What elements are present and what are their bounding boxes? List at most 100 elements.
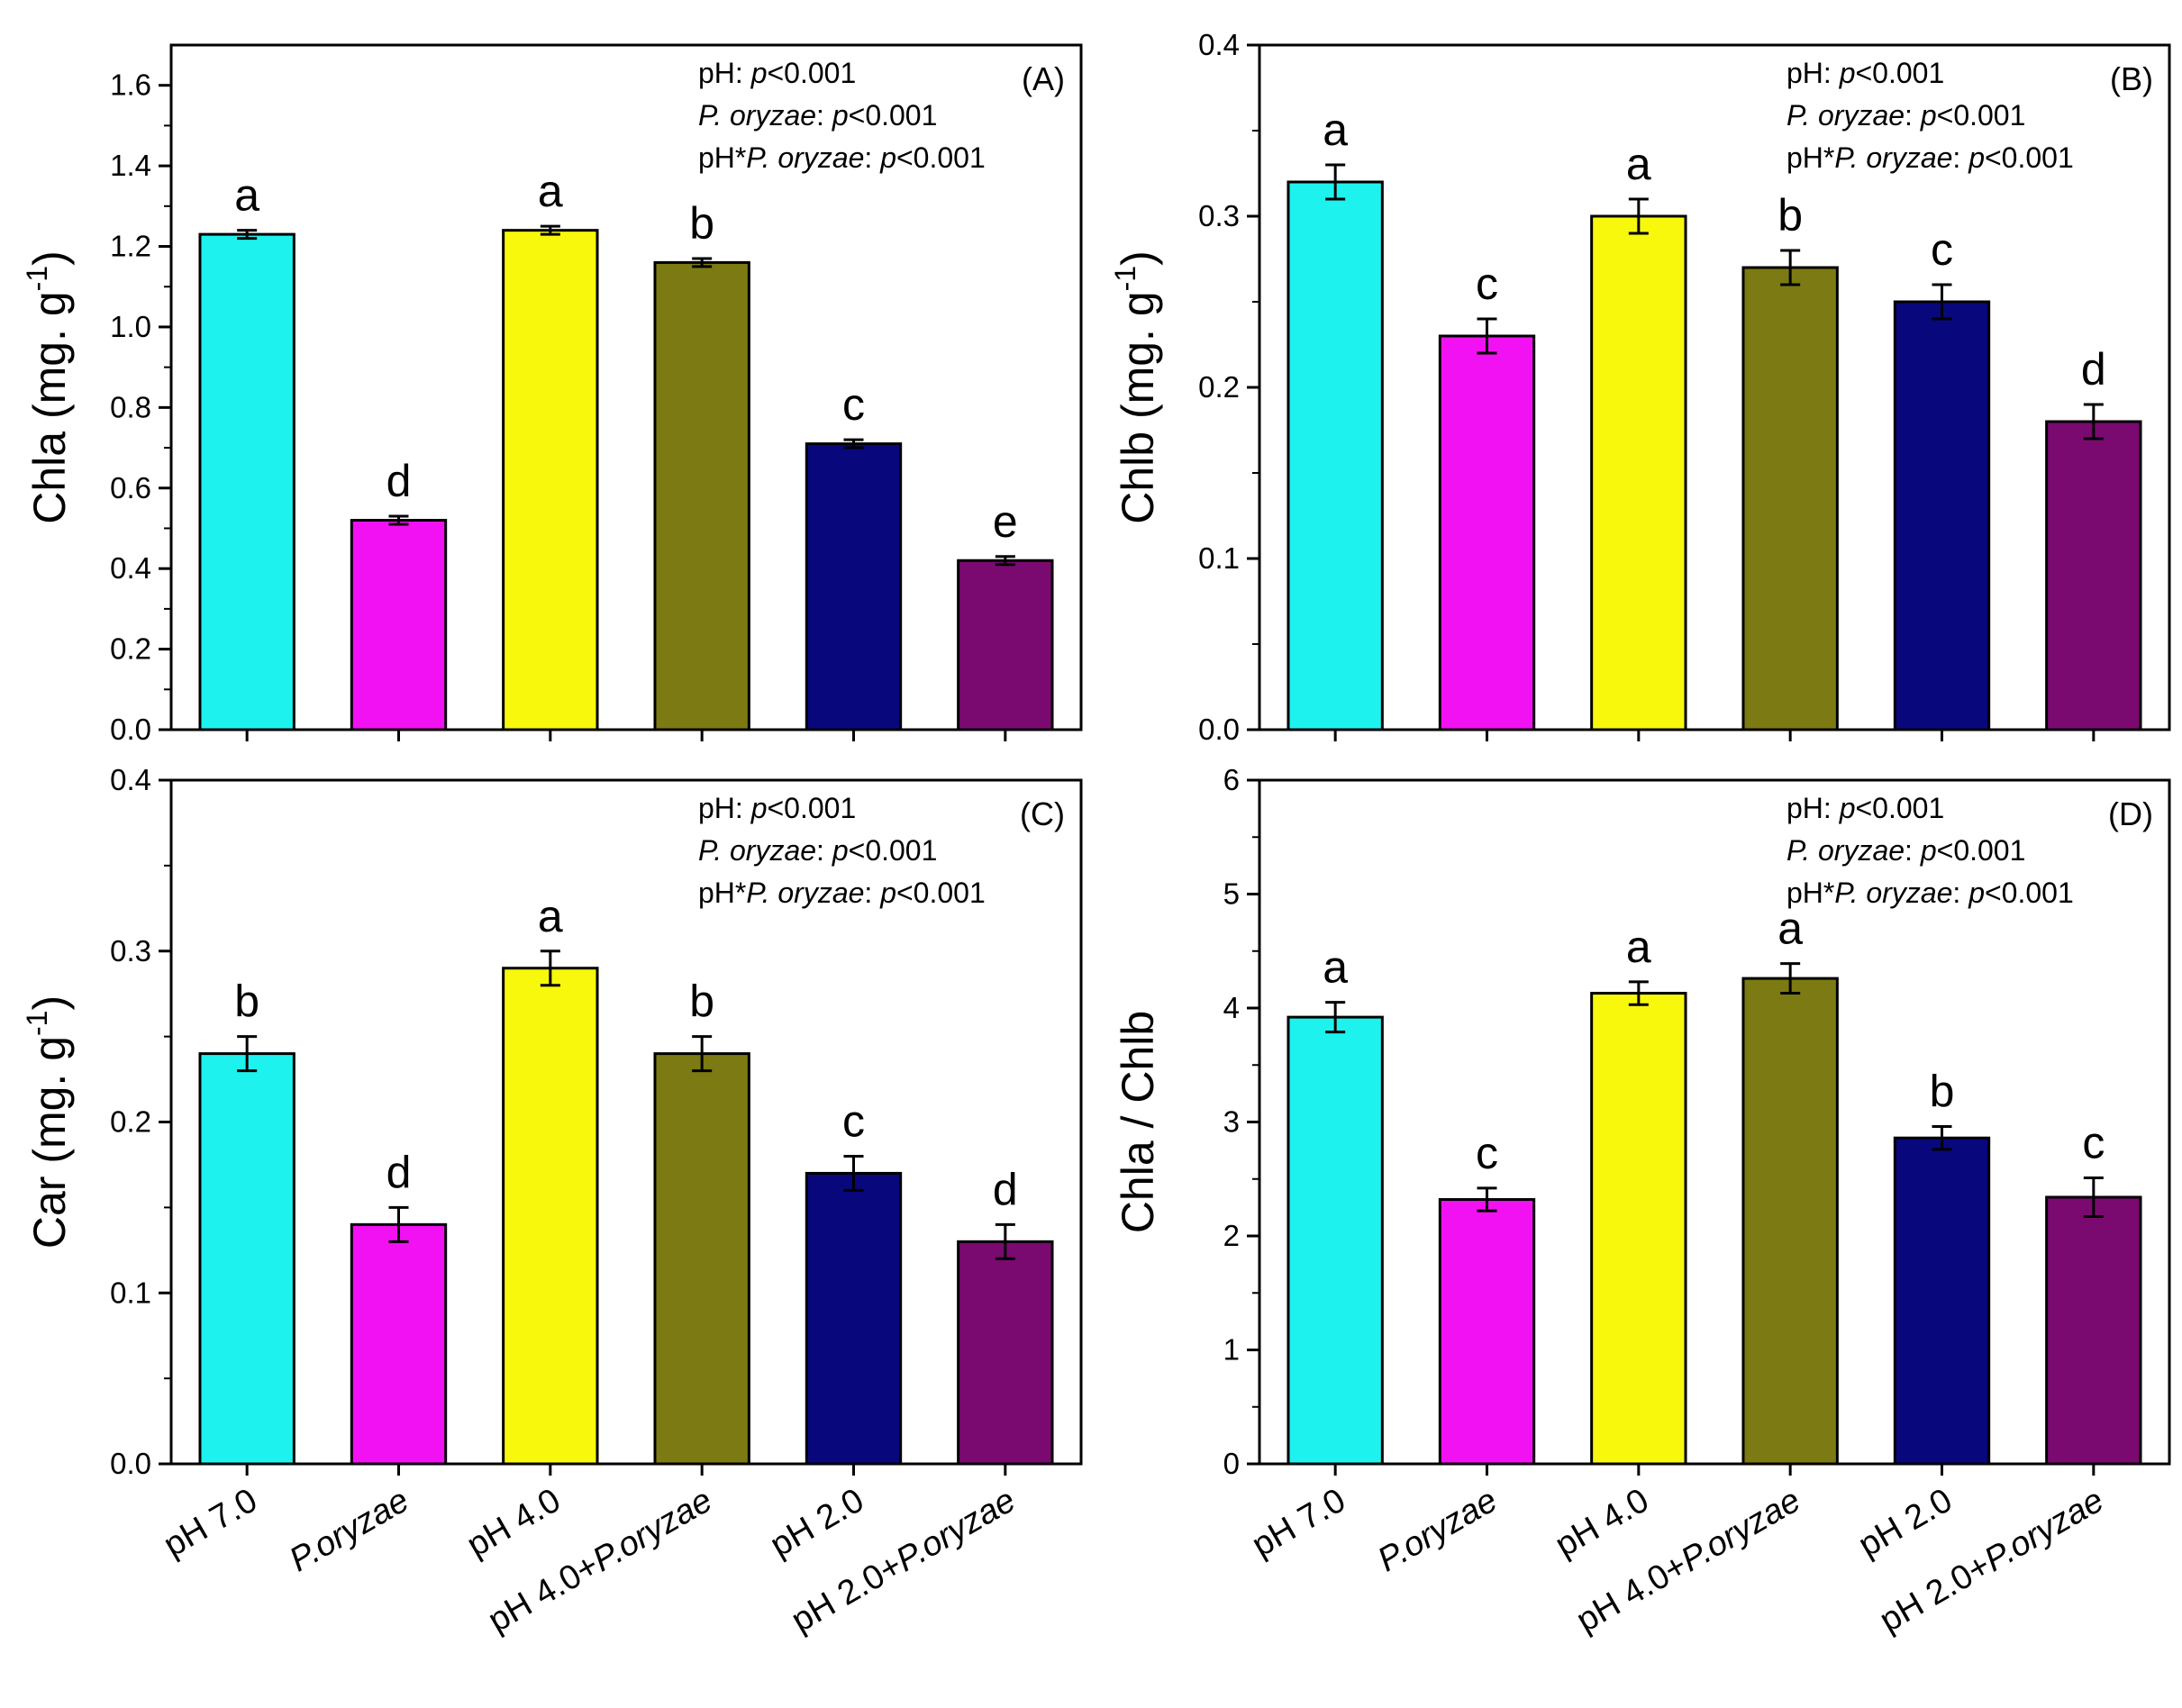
significance-letter: b [234, 977, 259, 1027]
bar [502, 967, 599, 1466]
y-tick-label: 0.1 [1198, 541, 1240, 575]
significance-letter: c [1476, 259, 1498, 309]
y-tick-label: 3 [1223, 1105, 1240, 1139]
bar [198, 1052, 295, 1466]
significance-letter: a [538, 891, 563, 941]
plot-frame [1258, 43, 2171, 731]
y-tick-label: 0.4 [110, 551, 151, 585]
significance-letter: b [689, 198, 714, 249]
y-tick-label: 4 [1223, 991, 1240, 1024]
significance-letter: a [1323, 942, 1348, 993]
panel-b: 0.0 0.1 0.2 0.3 0.4 a c a b c d Chlb (mg. g-1) (B) pH… [1109, 28, 2171, 746]
y-tick-label: 0.0 [110, 713, 151, 746]
significance-letter: e [993, 496, 1018, 547]
significance-letter: c [842, 379, 865, 430]
category-label: pH 4.0 [460, 1481, 567, 1564]
bar [198, 232, 295, 731]
bar [350, 1222, 448, 1466]
significance-letter: d [386, 1147, 412, 1197]
y-tick-label: 0.0 [1198, 713, 1240, 746]
y-axis-title: Chlb (mg. g-1) [1109, 250, 1163, 524]
y-axis-title: Chla (mg. g-1) [21, 250, 75, 524]
category-label: pH 4.0 [1549, 1481, 1655, 1564]
panel-label: (A) [1022, 60, 1065, 97]
y-tick-label: 0.2 [110, 632, 151, 666]
y-tick-label: 1.0 [110, 310, 151, 343]
stat-annotation: pH*P. oryzae: p<0.001 [1787, 877, 2074, 909]
bar [653, 260, 750, 731]
bar [1893, 300, 1991, 731]
bar [1590, 214, 1687, 731]
y-tick-label: 0.4 [1198, 28, 1240, 61]
y-tick-label: 0.0 [110, 1447, 151, 1480]
y-tick-label: 5 [1223, 877, 1240, 911]
stat-annotation: pH: p<0.001 [1787, 57, 1944, 89]
panel-label: (D) [2108, 795, 2153, 832]
significance-letter: b [1930, 1067, 1955, 1117]
plot-frame [169, 43, 1083, 731]
significance-letter: a [1626, 922, 1651, 972]
y-tick-label: 2 [1223, 1219, 1240, 1252]
y-tick-label: 0.3 [110, 934, 151, 968]
stat-annotation: pH*P. oryzae: p<0.001 [698, 141, 986, 174]
y-tick-label: 0.2 [1198, 370, 1240, 404]
stat-annotation: pH: p<0.001 [698, 57, 856, 89]
bar [1741, 977, 1839, 1466]
bar [502, 229, 599, 731]
stat-annotation: pH*P. oryzae: p<0.001 [1787, 141, 2074, 174]
bar [957, 1240, 1054, 1466]
stat-annotation: P. oryzae: p<0.001 [698, 834, 937, 867]
y-tick-label: 1.2 [110, 230, 151, 263]
significance-letter: b [1777, 190, 1803, 241]
category-label: pH 7.0 [1246, 1481, 1352, 1564]
significance-letter: b [689, 977, 714, 1027]
bar [1438, 334, 1536, 731]
y-tick-label: 0.3 [1198, 199, 1240, 232]
y-tick-label: 0.2 [110, 1105, 151, 1139]
y-tick-label: 0 [1223, 1447, 1240, 1480]
category-label: P.oryzae [1371, 1481, 1504, 1579]
bar [805, 1171, 903, 1466]
panel-label: (B) [2110, 60, 2153, 97]
bar [2045, 420, 2142, 731]
significance-letter: d [993, 1164, 1018, 1214]
plot-frame [1258, 778, 2171, 1466]
significance-letter: a [1626, 139, 1651, 189]
y-tick-label: 1.4 [110, 149, 151, 182]
bar [2045, 1195, 2142, 1466]
significance-letter: c [842, 1095, 865, 1146]
bar [805, 442, 903, 731]
significance-letter: d [2081, 344, 2106, 395]
panel-c: 0.0 0.1 0.2 0.3 0.4 b pH 7.0 d P.oryzae a pH 4.0 b p… [21, 763, 1083, 1640]
bar [1590, 992, 1687, 1466]
bar [350, 519, 448, 731]
y-tick-label: 0.1 [110, 1276, 151, 1309]
plot-frame [169, 778, 1083, 1466]
y-tick-label: 0.6 [110, 471, 151, 504]
stat-annotation: pH: p<0.001 [698, 792, 856, 824]
bar [1286, 180, 1384, 731]
category-label: pH 7.0 [158, 1481, 264, 1564]
y-tick-label: 6 [1223, 763, 1240, 796]
bar [1438, 1198, 1536, 1466]
bar [653, 1052, 750, 1466]
stat-annotation: pH*P. oryzae: p<0.001 [698, 877, 986, 909]
significance-letter: a [1323, 104, 1348, 155]
y-tick-label: 0.8 [110, 390, 151, 423]
y-axis-title: Car (mg. g-1) [21, 995, 75, 1249]
significance-letter: a [1777, 904, 1803, 954]
bar [1893, 1136, 1991, 1466]
y-tick-label: 1.6 [110, 68, 151, 102]
y-tick-label: 1 [1223, 1333, 1240, 1367]
category-label: pH 2.0 [764, 1481, 870, 1564]
category-label: pH 2.0 [1852, 1481, 1959, 1564]
bar [1741, 266, 1839, 731]
bar [1286, 1015, 1384, 1466]
category-label: P.oryzae [283, 1481, 415, 1579]
stat-annotation: pH: p<0.001 [1787, 792, 1944, 824]
stat-annotation: P. oryzae: p<0.001 [1787, 834, 2025, 867]
panel-label: (C) [1020, 795, 1065, 832]
y-axis-title: Chla / Chlb [1113, 1011, 1163, 1233]
bar [957, 559, 1054, 731]
